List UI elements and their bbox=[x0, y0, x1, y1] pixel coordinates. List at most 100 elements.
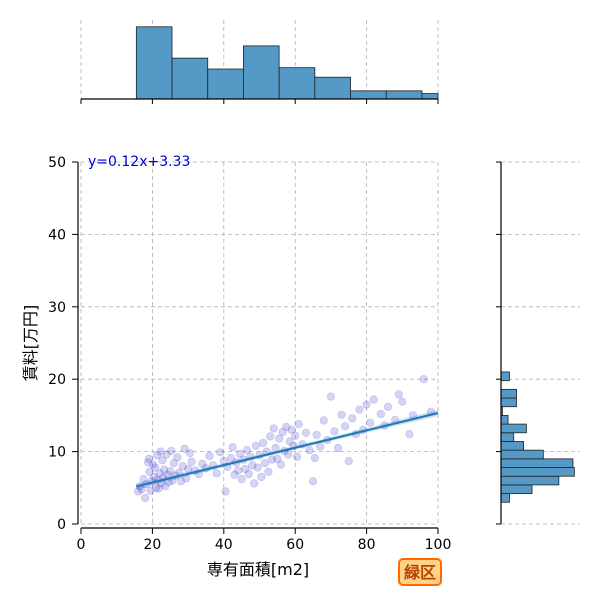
data-point bbox=[348, 414, 357, 423]
hist-y-bar bbox=[500, 493, 510, 503]
data-point bbox=[144, 458, 153, 467]
x-tick-label: 20 bbox=[143, 537, 161, 553]
hist-y-bar bbox=[500, 475, 560, 486]
data-point bbox=[251, 441, 261, 450]
data-point bbox=[253, 463, 262, 472]
x-tick-label: 100 bbox=[425, 537, 452, 553]
data-point bbox=[198, 459, 207, 469]
data-point bbox=[237, 475, 246, 484]
data-point bbox=[184, 464, 193, 474]
hist-x-bar bbox=[171, 57, 209, 100]
data-point bbox=[337, 410, 346, 419]
data-point bbox=[283, 450, 293, 459]
district-badge: 緑区 bbox=[398, 558, 442, 586]
data-point bbox=[167, 446, 176, 455]
x-tick-label: 0 bbox=[77, 537, 86, 553]
data-point bbox=[161, 482, 170, 491]
x-axis-title: 専有面積[m2] bbox=[207, 560, 309, 579]
data-point bbox=[228, 443, 237, 452]
hist-x-bar bbox=[278, 67, 316, 100]
hist-x-bar bbox=[135, 26, 173, 100]
data-point bbox=[139, 475, 148, 484]
data-point bbox=[144, 454, 153, 463]
data-point bbox=[312, 430, 321, 440]
hist-y-bar bbox=[500, 371, 510, 382]
data-point bbox=[150, 472, 159, 482]
data-point bbox=[294, 419, 303, 429]
data-point bbox=[341, 422, 350, 431]
hist-y-bar bbox=[500, 458, 574, 468]
data-point bbox=[155, 469, 164, 478]
hist-y-bar bbox=[500, 441, 524, 451]
data-point bbox=[156, 447, 165, 456]
data-point bbox=[330, 427, 339, 436]
data-point bbox=[173, 453, 182, 462]
hist-y-bar bbox=[500, 388, 517, 399]
data-point bbox=[158, 456, 167, 465]
data-point bbox=[292, 452, 302, 461]
data-point bbox=[180, 444, 189, 453]
x-tick-label: 40 bbox=[215, 537, 233, 553]
data-point bbox=[235, 449, 244, 458]
y-tick-label: 40 bbox=[48, 227, 66, 243]
data-point bbox=[212, 469, 221, 478]
data-point bbox=[366, 418, 375, 427]
data-point bbox=[248, 461, 257, 470]
data-point bbox=[149, 460, 158, 469]
data-point bbox=[269, 424, 278, 433]
marginal-y-histogram bbox=[500, 371, 575, 503]
x-tick-label: 60 bbox=[286, 537, 304, 553]
hist-x-bar bbox=[385, 90, 423, 100]
data-point bbox=[250, 479, 259, 488]
data-point bbox=[271, 443, 280, 453]
data-point bbox=[394, 390, 403, 399]
hist-y-bar bbox=[500, 432, 515, 442]
district-badge-box bbox=[398, 558, 442, 586]
x-tick-label: 80 bbox=[358, 537, 376, 553]
regression-line-path bbox=[136, 412, 439, 488]
data-point bbox=[151, 463, 160, 472]
data-point bbox=[176, 477, 186, 486]
hist-x-bar bbox=[243, 45, 280, 100]
data-point bbox=[369, 395, 378, 404]
data-point bbox=[355, 405, 364, 414]
hist-y-bar bbox=[500, 449, 544, 460]
data-point bbox=[291, 431, 300, 440]
data-point bbox=[383, 402, 393, 411]
data-point bbox=[152, 451, 162, 460]
data-point bbox=[258, 438, 268, 448]
hist-x-bar bbox=[314, 76, 351, 100]
data-point bbox=[326, 392, 336, 401]
hist-y-bar bbox=[500, 423, 527, 434]
data-point bbox=[205, 451, 214, 461]
data-point bbox=[264, 467, 273, 476]
data-point bbox=[241, 464, 250, 474]
regression-line bbox=[136, 412, 439, 488]
data-point bbox=[333, 443, 343, 453]
data-point bbox=[146, 486, 155, 495]
data-point bbox=[226, 454, 236, 463]
data-point bbox=[134, 487, 143, 496]
y-tick-label: 10 bbox=[48, 445, 66, 461]
data-point bbox=[276, 460, 286, 469]
data-point bbox=[230, 470, 239, 479]
data-point bbox=[162, 450, 171, 459]
regression-equation: y=0.12x+3.33 bbox=[88, 154, 190, 170]
data-point bbox=[169, 459, 178, 468]
data-point bbox=[185, 448, 194, 458]
marginal-x-histogram bbox=[135, 26, 439, 100]
hist-x-bar bbox=[421, 93, 439, 100]
data-point bbox=[267, 455, 277, 464]
hist-x-bar bbox=[350, 90, 387, 100]
data-point bbox=[310, 454, 319, 463]
data-point bbox=[305, 446, 314, 455]
data-point bbox=[187, 457, 196, 466]
y-tick-label: 30 bbox=[48, 300, 66, 316]
y-tick-label: 20 bbox=[48, 372, 66, 388]
hist-y-bar bbox=[500, 414, 509, 425]
y-tick-label: 50 bbox=[48, 155, 66, 171]
hist-y-bar bbox=[500, 467, 575, 477]
data-point bbox=[419, 375, 428, 384]
y-axis-title: 賃料[万円] bbox=[21, 305, 40, 382]
